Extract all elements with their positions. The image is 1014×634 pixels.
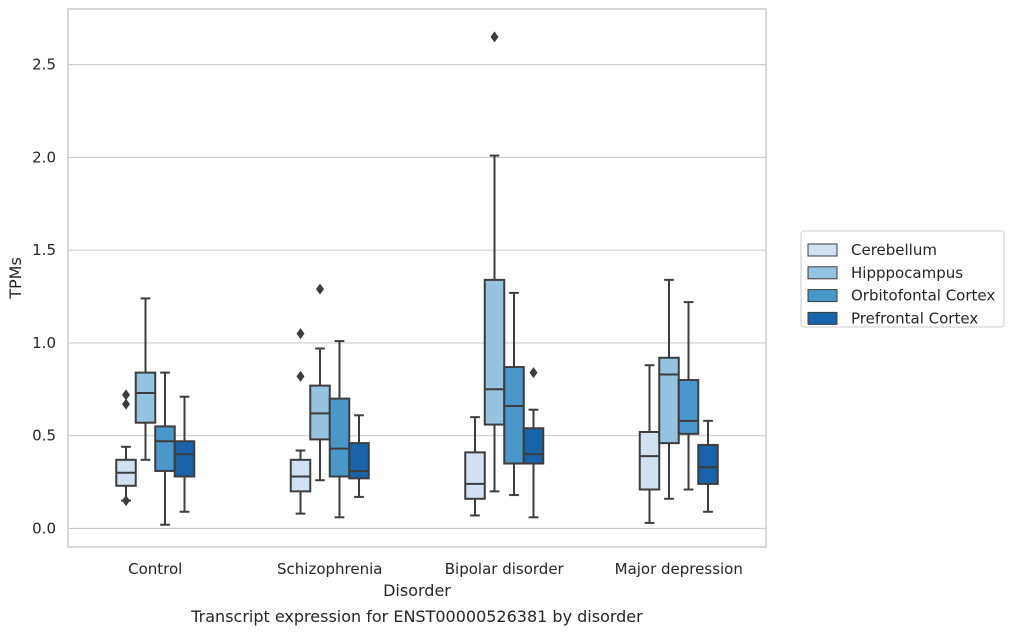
box [115, 389, 137, 507]
box [328, 340, 351, 519]
x-tick-label: Bipolar disorder [445, 560, 565, 578]
legend-swatch [807, 243, 838, 257]
legend-swatch [807, 266, 838, 280]
legend-swatch [807, 311, 838, 325]
box [522, 367, 545, 519]
legend-swatch [807, 289, 838, 303]
box-body [154, 425, 176, 472]
box [697, 419, 719, 513]
plot-frame [67, 8, 767, 548]
box-body [328, 397, 351, 478]
box [677, 301, 700, 491]
y-tick-label: 0.5 [32, 427, 56, 445]
box [638, 364, 661, 524]
outlier-point [122, 389, 130, 401]
y-tick-label: 1.0 [32, 334, 56, 352]
x-tick-labels: Control Schizophrenia Bipolar disorder Majo… [128, 560, 743, 578]
box [503, 291, 525, 497]
box [154, 371, 176, 526]
box-body [173, 440, 196, 478]
box-body [658, 356, 680, 445]
box-body [483, 278, 506, 426]
outlier-point [122, 398, 130, 410]
x-axis-label: Disorder [383, 581, 451, 600]
x-tick-label: Schizophrenia [277, 560, 382, 578]
box [173, 395, 196, 513]
box-body [464, 451, 486, 500]
box-body [134, 371, 157, 424]
box [309, 283, 331, 482]
y-tick-labels: 0.0 0.5 1.0 1.5 2.0 2.5 [32, 56, 56, 538]
box-series [115, 31, 719, 526]
outlier-point [296, 370, 305, 382]
box-body [638, 430, 661, 491]
x-tick-label: Major depression [615, 560, 743, 578]
box [483, 31, 506, 493]
legend-item: Hipppocampus [807, 264, 963, 282]
y-axis-label: TPMs [6, 257, 25, 300]
legend-items: Cerebellum Hipppocampus Orbitofontal Corte… [807, 241, 995, 327]
y-tick-label: 2.5 [32, 56, 56, 74]
chart-caption: Transcript expression for ENST0000052638… [190, 607, 643, 626]
box-body [348, 442, 370, 480]
outlier-point [122, 495, 130, 507]
outlier-point [296, 328, 305, 340]
legend-item: Prefrontal Cortex [807, 309, 978, 327]
box-body [522, 427, 545, 465]
box-body [677, 379, 700, 435]
legend-item: Orbitofontal Cortex [807, 287, 995, 305]
y-tick-label: 1.5 [32, 241, 56, 259]
legend: Cerebellum Hipppocampus Orbitofontal Corte… [800, 230, 1005, 328]
legend-label: Prefrontal Cortex [851, 309, 978, 327]
legend-item: Cerebellum [807, 241, 937, 259]
y-tick-label: 0.0 [32, 519, 56, 537]
x-tick-label: Control [128, 560, 182, 578]
outlier-point [529, 367, 538, 379]
y-tick-label: 2.0 [32, 148, 56, 166]
outlier-point [490, 31, 499, 43]
box [464, 416, 486, 517]
legend-label: Cerebellum [851, 241, 937, 259]
box [289, 328, 312, 515]
legend-label: Hipppocampus [851, 264, 963, 282]
box [348, 414, 370, 498]
box [134, 297, 157, 461]
legend-label: Orbitofontal Cortex [851, 287, 995, 305]
box [658, 278, 680, 500]
box-body [697, 443, 719, 485]
box-body [503, 366, 525, 465]
legend-frame [800, 230, 1005, 328]
outlier-point [316, 283, 324, 295]
